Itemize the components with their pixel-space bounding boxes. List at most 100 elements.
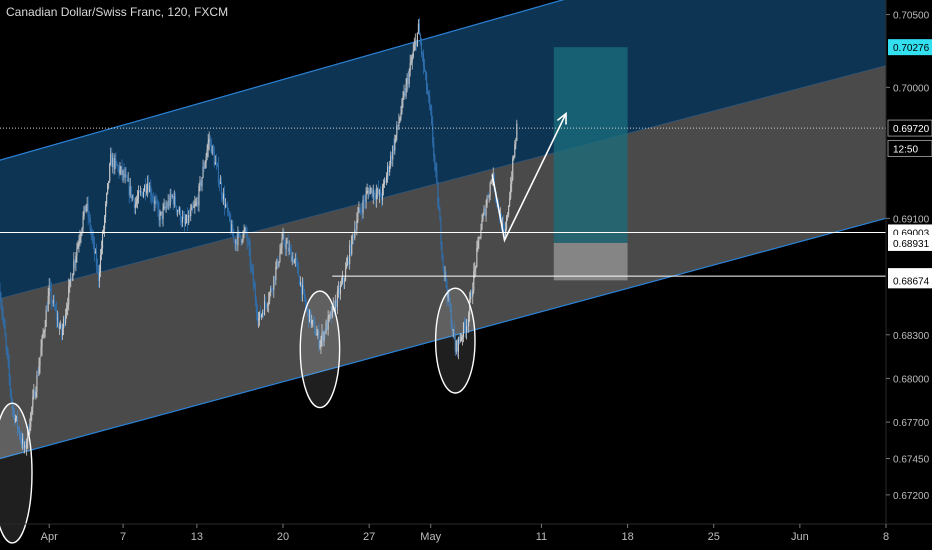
candle-body <box>224 193 226 207</box>
candle-body <box>299 282 302 286</box>
candle-body <box>148 183 150 193</box>
candle-body <box>1 305 3 314</box>
candle-body <box>411 56 413 62</box>
candle-body <box>441 244 443 258</box>
price-tag-box[interactable] <box>887 119 932 137</box>
candle-body <box>255 301 257 313</box>
candle-body <box>362 199 364 214</box>
candle-body <box>313 319 315 323</box>
candle-body <box>193 206 195 208</box>
time-tick-label: 20 <box>277 531 289 543</box>
candle-body <box>289 247 291 249</box>
candle-body <box>151 195 153 198</box>
candle-body <box>261 312 264 315</box>
candle-body <box>111 153 113 167</box>
price-tick-label: 0.67200 <box>893 491 930 502</box>
candle-body <box>168 200 170 206</box>
candle-body <box>338 288 340 295</box>
candle-body <box>54 307 56 310</box>
candle-body <box>83 206 85 217</box>
candle-body <box>247 241 249 243</box>
candle-body <box>172 195 174 205</box>
candle-body <box>342 277 345 282</box>
candle-body <box>208 138 210 142</box>
candle-body <box>502 223 505 230</box>
price-tag-box[interactable] <box>888 234 932 251</box>
candle-body <box>368 191 370 195</box>
candle-body <box>227 204 229 212</box>
candle-body <box>430 104 432 111</box>
candle-body <box>112 157 114 167</box>
swing-low-circle-1[interactable] <box>0 402 33 544</box>
candle-body <box>506 216 508 229</box>
swing-low-circle-3[interactable] <box>434 287 476 394</box>
annotation-layer[interactable] <box>0 111 567 544</box>
candle-body <box>357 212 359 221</box>
candle-body <box>391 155 393 160</box>
channel-layer <box>0 0 887 460</box>
channel-lower-line[interactable] <box>0 217 887 460</box>
projection-arrow[interactable] <box>491 113 567 243</box>
candle-body <box>454 339 456 352</box>
candle-body <box>476 247 478 267</box>
arrow-head <box>556 111 567 125</box>
candle-body <box>67 304 69 309</box>
candle-body <box>173 195 175 205</box>
candle-body <box>398 122 400 127</box>
channel-upper-line[interactable] <box>0 0 886 161</box>
candle-body <box>245 228 247 233</box>
candle-body <box>438 205 440 211</box>
candle-body <box>47 295 49 312</box>
candle-body <box>85 205 87 212</box>
time-tick-label: 18 <box>621 531 633 543</box>
candle-body <box>119 169 121 174</box>
candle-body <box>185 222 187 224</box>
candle-body <box>100 248 103 256</box>
candle-body <box>367 191 369 192</box>
candle-body <box>320 339 322 346</box>
candle-body <box>353 235 355 238</box>
candle-body <box>489 183 491 195</box>
candle-body <box>0 298 2 306</box>
candle-body <box>45 309 47 327</box>
stop-zone[interactable] <box>553 242 628 281</box>
candle-body <box>53 300 55 308</box>
candle-body <box>351 235 353 255</box>
candle-body <box>35 391 37 398</box>
price-tag-box[interactable] <box>888 272 932 289</box>
candle-body <box>198 185 200 206</box>
candle-body <box>39 356 41 366</box>
price-tick-label: 0.67450 <box>893 455 930 466</box>
candle-body <box>292 256 294 264</box>
candle-body <box>448 291 450 305</box>
candle-body <box>480 229 482 237</box>
candle-body <box>461 336 464 338</box>
candle-body <box>77 244 79 249</box>
target-zone[interactable] <box>553 47 628 243</box>
candle-body <box>221 194 224 200</box>
channel-middle-line[interactable] <box>0 65 887 299</box>
price-tag-box[interactable] <box>888 39 932 56</box>
price-lines-layer[interactable] <box>0 127 886 277</box>
candle-body <box>7 354 9 363</box>
price-tag-box[interactable] <box>887 139 932 157</box>
candle-body <box>372 190 374 197</box>
price-axis[interactable]: 0.70500 0.70000 0.69100 0.68300 0.68000 0.677… <box>886 11 932 502</box>
candle-body <box>79 237 81 242</box>
candle-body <box>507 215 509 217</box>
time-axis[interactable]: Apr 7 13 20 27 May 11 18 25 Jun 8 <box>41 524 889 543</box>
price-tag-label: 0.69720 <box>893 124 930 135</box>
candle-body <box>31 407 33 413</box>
candle-body <box>78 241 80 245</box>
position-layer[interactable] <box>553 47 628 281</box>
candle-body <box>334 300 336 313</box>
candle-body <box>117 165 119 167</box>
candle-body <box>24 444 26 448</box>
candle-body <box>477 240 479 248</box>
candle-body <box>315 334 317 336</box>
candle-body <box>302 284 305 290</box>
candle-body <box>88 216 90 218</box>
candle-body <box>155 200 157 202</box>
swing-low-circle-2[interactable] <box>299 290 341 409</box>
